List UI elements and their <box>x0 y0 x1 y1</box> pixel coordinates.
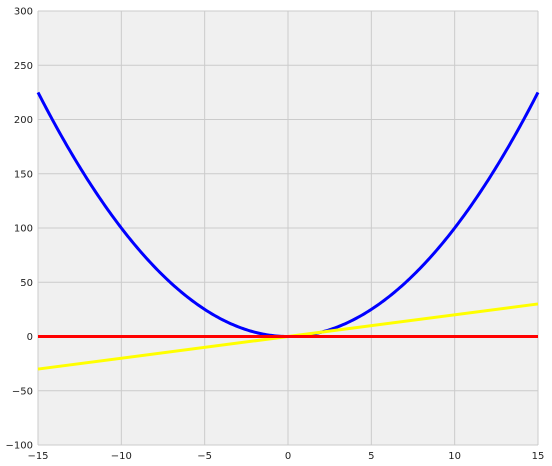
series-layer <box>36 91 540 371</box>
y-tick-label: 100 <box>14 224 33 235</box>
x-tick-label: 15 <box>532 451 545 462</box>
x-tick-label: 10 <box>448 451 461 462</box>
y-tick-label: 300 <box>14 7 33 18</box>
y-tick-label: 0 <box>27 332 33 343</box>
x-tick-label: −10 <box>111 451 132 462</box>
y-tick-label: −100 <box>6 441 33 452</box>
x-tick-label: 5 <box>368 451 374 462</box>
x-tick-label: −15 <box>27 451 48 462</box>
y-tick-label: 250 <box>14 61 33 72</box>
x-tick-label: −5 <box>197 451 212 462</box>
y-tick-label: 50 <box>20 278 33 289</box>
y-tick-label: 200 <box>14 115 33 126</box>
x-tick-label: 0 <box>285 451 291 462</box>
y-tick-label: 150 <box>14 169 33 180</box>
y-tick-label: −50 <box>12 386 33 397</box>
